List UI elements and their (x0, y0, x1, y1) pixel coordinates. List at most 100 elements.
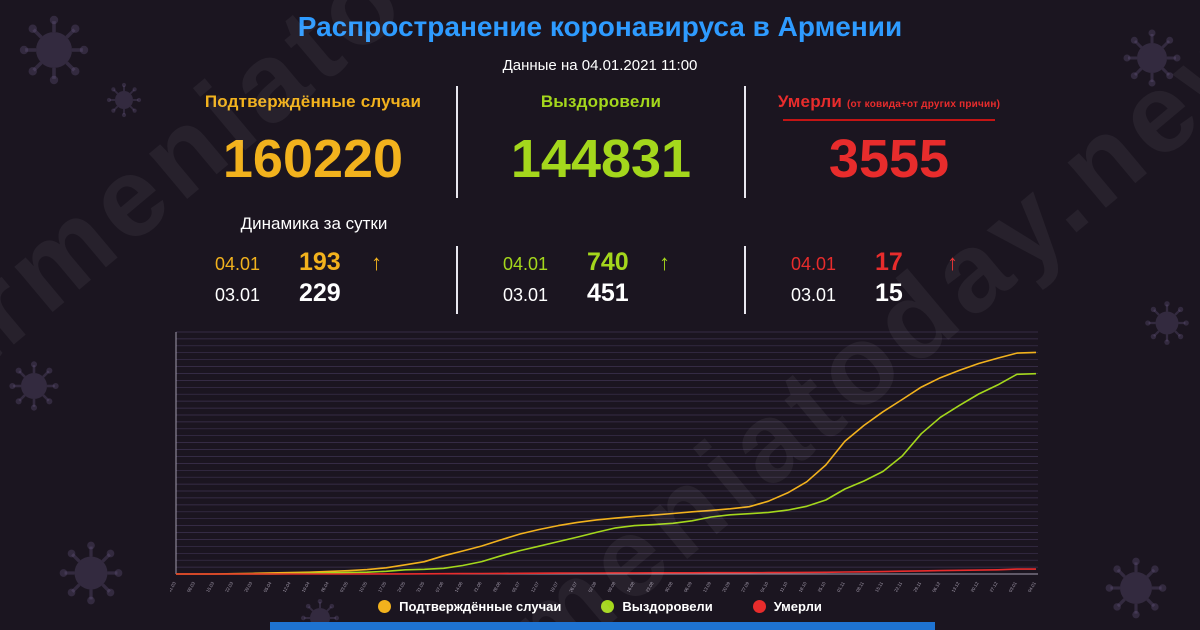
today-value: 193 (299, 248, 341, 276)
stats-row: Подтверждённые случаи 160220 Выздоровели… (170, 86, 1032, 198)
stat-deaths: Умерли (от ковида+от других причин) 3555 (746, 86, 1032, 198)
legend-label: Умерли (773, 599, 822, 614)
up-arrow-icon: ↑ (659, 250, 670, 275)
svg-text:04.10: 04.10 (759, 581, 769, 592)
svg-text:17.05: 17.05 (377, 581, 387, 592)
svg-text:08.11: 08.11 (855, 581, 865, 592)
legend-label: Подтверждённые случаи (399, 599, 562, 614)
svg-text:29.03: 29.03 (243, 581, 253, 592)
dynamics-yesterday: 03.01 451 (503, 279, 699, 308)
data-timestamp: Данные на 04.01.2021 11:00 (502, 57, 698, 74)
dynamics-deaths: 04.01 17 ↑ 03.01 15 (746, 246, 1032, 314)
svg-text:28.06: 28.06 (492, 581, 502, 592)
dynamics-recovered: 04.01 740 ↑ 03.01 451 (458, 246, 744, 314)
divider (456, 246, 458, 314)
dynamics-confirmed: 04.01 193 ↑ 03.01 229 (170, 246, 456, 314)
svg-text:06.12: 06.12 (931, 581, 941, 592)
dynamics-row: 04.01 193 ↑ 03.01 229 04.01 740 ↑ 03.01 … (170, 246, 1032, 314)
stat-recovered: Выздоровели 144831 (458, 86, 744, 198)
svg-text:26.04: 26.04 (320, 581, 330, 592)
deaths-label: Умерли (от ковида+от других причин) (746, 92, 1032, 112)
svg-text:26.07: 26.07 (568, 581, 578, 592)
dynamics-today: 04.01 740 ↑ (503, 248, 699, 277)
dynamics-yesterday: 03.01 229 (215, 279, 411, 308)
divider (456, 86, 458, 198)
yesterday-value: 229 (299, 279, 341, 307)
dynamics-today: 04.01 17 ↑ (791, 248, 987, 277)
bottom-accent-bar (270, 622, 935, 630)
svg-text:03.05: 03.05 (339, 581, 349, 592)
svg-text:03.01: 03.01 (1008, 581, 1018, 592)
confirmed-dot-icon (378, 600, 392, 613)
yesterday-value: 451 (587, 279, 629, 307)
recovered-label: Выздоровели (540, 92, 662, 111)
svg-text:01.03: 01.03 (170, 581, 177, 592)
svg-text:16.08: 16.08 (626, 581, 636, 592)
svg-text:27.09: 27.09 (740, 581, 750, 592)
legend-item-confirmed: Подтверждённые случаи (378, 599, 561, 614)
svg-text:12.07: 12.07 (530, 581, 540, 592)
covid-line-chart: 01.03 08.03 15.03 22.03 29.03 05.04 12.04 19.04… (167, 331, 1038, 593)
svg-text:15.03: 15.03 (205, 581, 215, 592)
deaths-label-text: Умерли (777, 92, 843, 111)
today-date: 04.01 (503, 254, 549, 274)
deaths-dot-icon (752, 600, 766, 613)
svg-text:08.03: 08.03 (186, 581, 196, 592)
svg-text:09.08: 09.08 (607, 581, 617, 592)
svg-text:20.09: 20.09 (721, 581, 731, 592)
svg-text:14.06: 14.06 (454, 581, 464, 592)
dynamics-today: 04.01 193 ↑ (215, 248, 411, 277)
svg-text:20.12: 20.12 (970, 581, 980, 592)
legend-item-recovered: Выздоровели (601, 599, 713, 614)
deaths-underline (783, 119, 995, 121)
svg-text:30.08: 30.08 (664, 581, 674, 592)
chart-legend: Подтверждённые случаи Выздоровели Умерли (0, 599, 1200, 614)
svg-text:31.05: 31.05 (415, 581, 425, 592)
svg-text:01.11: 01.11 (836, 581, 846, 592)
svg-text:12.04: 12.04 (282, 581, 292, 592)
virus-icon (58, 540, 124, 606)
today-value: 740 (587, 248, 629, 276)
yesterday-value: 15 (875, 279, 903, 307)
svg-text:13.09: 13.09 (702, 581, 712, 592)
virus-icon (1144, 300, 1190, 346)
deaths-label-note: (от ковида+от других причин) (846, 99, 1001, 110)
chart-area: 01.03 08.03 15.03 22.03 29.03 05.04 12.04 19.04… (167, 330, 1040, 593)
virus-icon (8, 360, 60, 412)
svg-text:04.01: 04.01 (1027, 581, 1037, 592)
svg-text:19.04: 19.04 (301, 581, 311, 592)
yesterday-date: 03.01 (791, 285, 837, 305)
svg-text:05.07: 05.07 (511, 581, 521, 592)
svg-text:02.08: 02.08 (587, 581, 597, 592)
dynamics-yesterday: 03.01 15 (791, 279, 987, 308)
svg-text:06.09: 06.09 (683, 581, 693, 592)
confirmed-total: 160220 (222, 129, 404, 189)
svg-text:21.06: 21.06 (473, 581, 483, 592)
legend-label: Выздоровели (622, 599, 713, 614)
svg-text:24.05: 24.05 (396, 581, 406, 592)
yesterday-date: 03.01 (215, 285, 261, 305)
up-arrow-icon: ↑ (947, 250, 958, 275)
recovered-dot-icon (601, 600, 615, 613)
svg-text:19.07: 19.07 (549, 581, 559, 592)
divider (744, 246, 746, 314)
recovered-total: 144831 (510, 129, 692, 189)
svg-text:23.08: 23.08 (645, 581, 655, 592)
legend-item-deaths: Умерли (752, 599, 822, 614)
divider (744, 86, 746, 198)
page-title: Распространение коронавируса в Армении (297, 11, 903, 42)
svg-text:18.10: 18.10 (798, 581, 808, 592)
svg-text:05.04: 05.04 (263, 581, 273, 592)
confirmed-label: Подтверждённые случаи (204, 92, 422, 111)
svg-text:11.10: 11.10 (779, 581, 789, 592)
svg-text:22.03: 22.03 (224, 581, 234, 592)
svg-text:15.11: 15.11 (874, 581, 884, 592)
svg-text:27.12: 27.12 (989, 581, 999, 592)
today-value: 17 (875, 248, 903, 276)
up-arrow-icon: ↑ (371, 250, 382, 275)
today-date: 04.01 (791, 254, 837, 274)
svg-text:10.05: 10.05 (358, 581, 368, 592)
virus-icon (106, 82, 142, 118)
svg-text:07.06: 07.06 (435, 581, 445, 592)
